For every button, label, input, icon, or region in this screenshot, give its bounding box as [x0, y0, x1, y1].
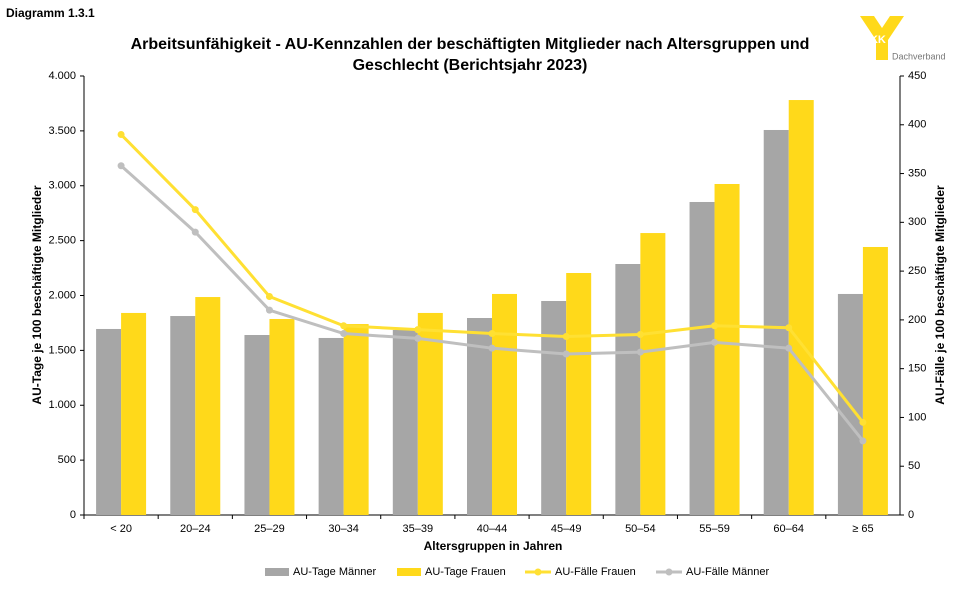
point [636, 331, 644, 339]
legend-swatch [265, 568, 289, 576]
x-tick-label: 25–29 [254, 523, 285, 535]
point [117, 162, 125, 170]
point [117, 131, 125, 139]
y2-tick-label: 150 [908, 363, 926, 375]
y2-tick-label: 450 [908, 70, 926, 82]
bar [392, 329, 418, 515]
y2-tick-label: 200 [908, 314, 926, 326]
diagram-label: Diagramm 1.3.1 [6, 6, 95, 20]
legend-label: AU-Tage Männer [293, 566, 376, 578]
bar [714, 183, 740, 515]
x-tick-label: 55–59 [699, 523, 730, 535]
x-tick-label: 45–49 [551, 523, 582, 535]
y-tick-label: 3.000 [48, 180, 76, 192]
y-tick-label: 2.500 [48, 235, 76, 247]
point [711, 338, 719, 346]
point [488, 344, 496, 352]
bar [417, 312, 443, 515]
bar [318, 337, 344, 515]
x-tick-label: ≥ 65 [852, 523, 873, 535]
point [340, 322, 348, 330]
legend-label: AU-Fälle Frauen [555, 566, 636, 578]
point [265, 306, 273, 314]
x-tick-label: 40–44 [477, 523, 508, 535]
point [340, 330, 348, 338]
y-tick-label: 0 [70, 509, 76, 521]
x-tick-label: < 20 [110, 523, 132, 535]
y2-tick-label: 250 [908, 265, 926, 277]
bar [615, 264, 641, 515]
bar [566, 273, 592, 515]
bar [862, 246, 888, 516]
x-tick-label: 20–24 [180, 523, 211, 535]
point [785, 344, 793, 352]
y-tick-label: 500 [58, 454, 76, 466]
x-tick-label: 50–54 [625, 523, 656, 535]
point [191, 228, 199, 236]
x-tick-label: 60–64 [773, 523, 804, 535]
bar [269, 318, 295, 515]
bar [640, 233, 666, 515]
logo-icon [860, 16, 904, 60]
point [414, 326, 422, 334]
bar [467, 317, 492, 515]
legend-marker [534, 568, 542, 576]
legend-swatch [397, 568, 421, 576]
y-tick-label: 3.500 [48, 125, 76, 137]
bar [541, 300, 567, 515]
point [636, 348, 644, 356]
bar [788, 100, 814, 515]
x-axis-label: Altersgruppen in Jahren [424, 539, 563, 553]
x-tick-label: 35–39 [403, 523, 434, 535]
legend-marker [665, 568, 673, 576]
y-tick-label: 1.500 [48, 344, 76, 356]
y2-axis-label: AU-Fälle je 100 beschäftigte Mitglieder [933, 185, 947, 405]
legend-label: AU-Tage Frauen [425, 566, 506, 578]
point [488, 330, 496, 338]
point [785, 324, 793, 332]
point [562, 332, 570, 340]
bar [763, 129, 789, 515]
x-tick-label: 30–34 [328, 523, 359, 535]
point [562, 350, 570, 358]
y2-tick-label: 0 [908, 509, 914, 521]
bar [170, 316, 196, 515]
point [859, 437, 867, 445]
bar [492, 293, 517, 515]
y-tick-label: 1.000 [48, 399, 76, 411]
point [414, 334, 422, 342]
y2-tick-label: 100 [908, 411, 926, 423]
bar [96, 328, 122, 515]
bar [121, 312, 147, 515]
y-axis-label: AU-Tage je 100 beschäftigte Mitglieder [30, 185, 44, 404]
bar [244, 335, 270, 515]
bar [689, 201, 715, 516]
logo-subtitle: Dachverband [892, 51, 946, 61]
y2-tick-label: 400 [908, 119, 926, 131]
y-tick-label: 2.000 [48, 289, 76, 301]
bar [195, 297, 221, 515]
y-tick-label: 4.000 [48, 70, 76, 82]
y2-tick-label: 300 [908, 216, 926, 228]
y2-tick-label: 350 [908, 167, 926, 179]
chart-title: Arbeitsunfähigkeit - AU-Kennzahlen der b… [130, 36, 810, 74]
legend-label: AU-Fälle Männer [686, 566, 769, 578]
point [711, 322, 719, 330]
y2-tick-label: 50 [908, 460, 920, 472]
point [265, 292, 273, 300]
point [859, 418, 867, 426]
bar [343, 324, 369, 515]
point [191, 206, 199, 214]
logo-brand: BKK [862, 34, 886, 46]
